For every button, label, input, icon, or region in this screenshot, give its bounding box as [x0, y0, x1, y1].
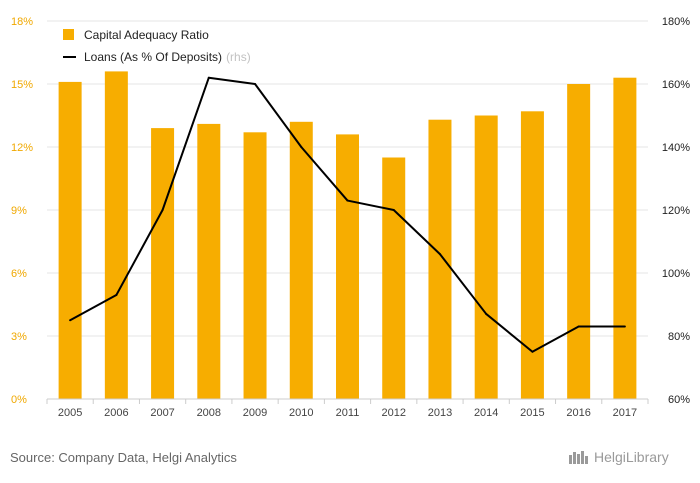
line-point-2011	[346, 199, 349, 202]
legend-swatch-bar	[63, 29, 74, 40]
y-right-tick-label: 140%	[662, 142, 690, 154]
y-right-tick-label: 160%	[662, 79, 690, 91]
legend-line-suffix: (rhs)	[226, 50, 251, 64]
x-tick-label: 2014	[474, 407, 498, 419]
legend-line-name: Loans (As % Of Deposits)	[84, 50, 222, 64]
bar-capital-adequacy-2014	[474, 115, 498, 399]
y-right-tick-label: 80%	[668, 331, 690, 343]
x-tick-label: 2010	[289, 407, 313, 419]
legend-label-bar: Capital Adequacy Ratio	[84, 28, 209, 42]
x-tick-label: 2011	[336, 407, 360, 419]
bar-capital-adequacy-2010	[289, 121, 313, 400]
line-point-2014	[485, 312, 488, 315]
bar-capital-adequacy-2007	[151, 128, 175, 399]
legend: Capital Adequacy Ratio Loans (As % Of Dep…	[63, 28, 251, 64]
x-tick-label: 2008	[197, 407, 221, 419]
bars	[58, 71, 637, 400]
x-tick-label: 2016	[566, 407, 590, 419]
bar-capital-adequacy-2011	[336, 134, 359, 399]
x-tick-label: 2012	[381, 407, 405, 419]
legend-label-line: Loans (As % Of Deposits) (rhs)	[84, 50, 251, 64]
y-right-tick-label: 180%	[662, 16, 690, 28]
source-note: Source: Company Data, Helgi Analytics	[10, 450, 237, 465]
y-left-tick-label: 18%	[11, 16, 33, 28]
bar-capital-adequacy-2008	[197, 123, 221, 400]
line-series	[69, 76, 626, 353]
x-tick-label: 2013	[428, 407, 452, 419]
bar-capital-adequacy-2015	[520, 111, 544, 400]
library-icon	[569, 451, 588, 464]
y-left-tick-label: 15%	[11, 79, 33, 91]
y-left-tick-label: 9%	[11, 205, 27, 217]
x-tick-label: 2017	[613, 407, 637, 419]
axes: 0% 3% 6% 9% 12% 15% 18% 60% 80% 100% 120% 140% 160% 1…	[11, 16, 690, 419]
y-right-tick-label: 120%	[662, 205, 690, 217]
line-point-2017	[623, 325, 626, 328]
y-left-tick-label: 6%	[11, 268, 27, 280]
y-left-tick-label: 12%	[11, 142, 33, 154]
line-point-2009	[254, 83, 257, 85]
line-point-2015	[531, 350, 534, 353]
bar-capital-adequacy-2012	[382, 157, 406, 399]
line-point-2016	[577, 325, 580, 328]
bar-capital-adequacy-2005	[58, 81, 82, 400]
line-point-2012	[392, 209, 395, 211]
y-right-tick-label: 100%	[662, 268, 690, 280]
helgi-library-logo[interactable]: HelgiLibrary	[568, 449, 669, 465]
bar-capital-adequacy-2017	[613, 77, 637, 399]
bar-capital-adequacy-2013	[428, 119, 452, 399]
bar-capital-adequacy-2006	[104, 71, 128, 400]
x-tick-label: 2015	[520, 407, 544, 419]
y-left-tick-label: 3%	[11, 331, 27, 343]
line-point-2007	[161, 209, 164, 211]
logo-text: HelgiLibrary	[594, 449, 669, 465]
x-tick-label: 2007	[150, 407, 174, 419]
line-point-2013	[438, 253, 441, 256]
line-point-2008	[207, 76, 210, 79]
line-point-2005	[69, 319, 72, 322]
bar-capital-adequacy-2016	[567, 84, 591, 399]
x-tick-label: 2006	[104, 407, 128, 419]
x-tick-label: 2005	[58, 407, 82, 419]
y-left-tick-label: 0%	[11, 394, 27, 406]
x-tick-label: 2009	[243, 407, 267, 419]
bar-capital-adequacy-2009	[243, 132, 267, 400]
y-right-tick-label: 60%	[668, 394, 690, 406]
line-point-2006	[115, 294, 118, 297]
line-point-2010	[300, 146, 303, 148]
